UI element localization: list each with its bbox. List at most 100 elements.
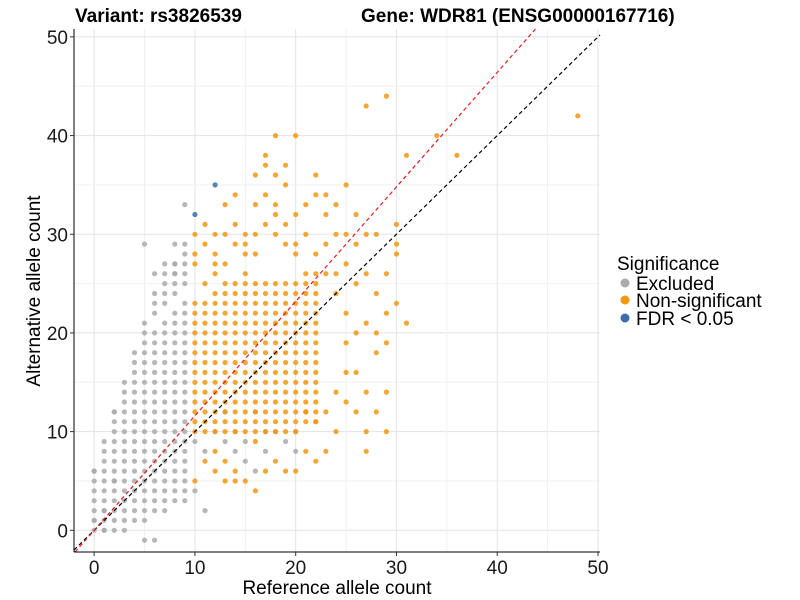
point-non-significant: [222, 231, 228, 237]
point-excluded: [162, 300, 168, 306]
point-non-significant: [363, 271, 369, 277]
point-non-significant: [252, 389, 258, 395]
point-non-significant: [313, 458, 319, 464]
point-excluded: [182, 379, 188, 385]
point-excluded: [182, 310, 188, 316]
point-non-significant: [232, 340, 238, 346]
point-non-significant: [232, 359, 238, 366]
point-excluded: [162, 290, 168, 297]
point-non-significant: [283, 241, 289, 247]
point-non-significant: [272, 379, 279, 385]
point-non-significant: [262, 340, 269, 346]
point-non-significant: [252, 399, 258, 405]
point-excluded: [182, 271, 188, 277]
point-non-significant: [202, 221, 208, 227]
point-non-significant: [232, 419, 238, 425]
point-non-significant: [262, 399, 269, 405]
point-excluded: [182, 320, 188, 326]
point-excluded: [172, 330, 178, 336]
point-non-significant: [192, 330, 198, 336]
point-excluded: [101, 488, 107, 494]
point-non-significant: [303, 419, 309, 425]
point-excluded: [172, 281, 178, 287]
point-non-significant: [303, 330, 309, 336]
point-non-significant: [283, 359, 289, 366]
point-non-significant: [262, 162, 269, 168]
point-non-significant: [393, 251, 400, 257]
point-non-significant: [303, 379, 309, 385]
point-non-significant: [373, 231, 379, 237]
point-non-significant: [232, 330, 238, 336]
point-excluded: [101, 508, 107, 514]
point-non-significant: [303, 359, 309, 366]
point-non-significant: [363, 389, 369, 395]
point-excluded: [101, 527, 107, 533]
point-excluded: [131, 379, 138, 385]
point-non-significant: [303, 231, 309, 237]
point-excluded: [121, 429, 127, 435]
point-non-significant: [202, 429, 208, 435]
point-non-significant: [283, 221, 289, 227]
point-non-significant: [212, 290, 218, 297]
point-non-significant: [293, 359, 299, 366]
point-non-significant: [333, 271, 339, 277]
point-non-significant: [242, 429, 248, 435]
point-non-significant: [242, 320, 248, 326]
point-excluded: [182, 202, 188, 208]
point-non-significant: [202, 458, 208, 464]
point-excluded: [91, 468, 97, 474]
point-excluded: [182, 359, 188, 366]
chart-title-gene: Gene: WDR81 (ENSG00000167716): [361, 6, 675, 27]
point-excluded: [162, 488, 168, 494]
point-excluded: [141, 488, 148, 494]
point-excluded: [182, 241, 188, 247]
point-excluded: [162, 498, 168, 504]
point-non-significant: [242, 251, 248, 257]
point-non-significant: [313, 290, 319, 297]
point-non-significant: [343, 261, 349, 267]
point-non-significant: [252, 350, 258, 356]
point-non-significant: [323, 241, 329, 247]
point-non-significant: [272, 172, 279, 178]
point-excluded: [111, 409, 117, 415]
point-non-significant: [313, 419, 319, 425]
point-non-significant: [232, 350, 238, 356]
point-non-significant: [262, 300, 269, 306]
point-non-significant: [222, 389, 228, 395]
point-excluded: [182, 429, 188, 435]
point-non-significant: [192, 340, 198, 346]
point-excluded: [172, 261, 178, 267]
point-non-significant: [343, 369, 349, 375]
point-non-significant: [293, 251, 299, 257]
point-excluded: [182, 458, 188, 464]
point-non-significant: [262, 389, 269, 395]
point-non-significant: [283, 162, 289, 168]
legend-swatch-non-significant: [620, 295, 630, 305]
point-excluded: [162, 438, 168, 445]
point-non-significant: [212, 300, 218, 306]
point-non-significant: [363, 320, 369, 326]
point-excluded: [162, 271, 168, 277]
point-excluded: [91, 498, 97, 504]
data-points: [91, 93, 581, 543]
point-non-significant: [383, 389, 389, 395]
point-excluded: [131, 438, 138, 445]
point-non-significant: [272, 340, 279, 346]
point-non-significant: [303, 448, 309, 454]
y-tick-label: 0: [57, 521, 68, 542]
point-excluded: [162, 419, 168, 425]
point-non-significant: [192, 300, 198, 306]
point-non-significant: [252, 409, 258, 415]
point-excluded: [152, 340, 158, 346]
point-non-significant: [242, 419, 248, 425]
point-excluded: [121, 448, 127, 454]
point-excluded: [141, 537, 148, 543]
point-excluded: [141, 369, 148, 375]
point-non-significant: [222, 409, 228, 415]
point-non-significant: [293, 310, 299, 316]
point-non-significant: [202, 281, 208, 287]
point-excluded: [182, 369, 188, 375]
point-non-significant: [212, 310, 218, 316]
point-non-significant: [232, 379, 238, 385]
point-non-significant: [343, 231, 349, 237]
